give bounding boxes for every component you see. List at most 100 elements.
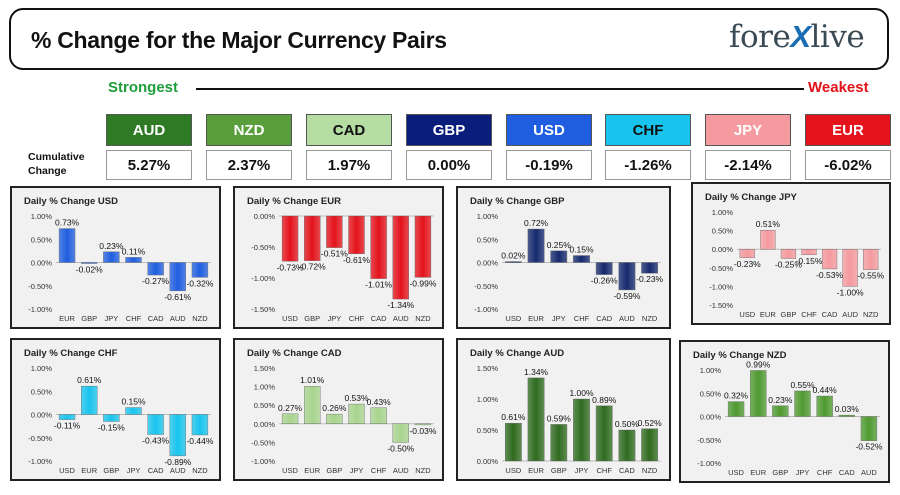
data-label: -0.02% — [76, 264, 103, 274]
bar-gbp — [780, 248, 797, 259]
y-tick-label: 0.00% — [31, 259, 53, 268]
y-tick-label: -1.00% — [709, 282, 733, 291]
bar-chf — [348, 215, 365, 255]
bar-jpy — [326, 215, 343, 248]
x-tick-label: CHF — [817, 468, 833, 477]
y-tick-label: 0.50% — [477, 426, 499, 435]
currency-box-eur: EUR — [805, 114, 891, 146]
y-tick-label: -1.00% — [28, 305, 52, 314]
y-tick-label: 0.00% — [254, 420, 276, 429]
y-tick-label: -1.00% — [697, 459, 721, 468]
data-label: 1.34% — [524, 367, 549, 377]
bar-jpy — [794, 390, 811, 417]
data-label: -1.01% — [365, 280, 392, 290]
x-tick-label: CHF — [597, 466, 613, 475]
x-tick-label: GBP — [81, 314, 97, 323]
x-tick-label: EUR — [528, 314, 544, 323]
y-tick-label: 0.50% — [254, 401, 276, 410]
x-tick-label: JPY — [575, 466, 589, 475]
data-label: -0.11% — [54, 421, 81, 431]
x-tick-label: JPY — [104, 314, 118, 323]
chart-svg: Daily % Change EUR 0.00% -0.50% -1.00% -1.50… — [247, 196, 437, 323]
chart-panel-jpy: Daily % Change JPY 1.00% 0.50% 0.00% -0.50% -… — [691, 182, 891, 325]
chart-title: Daily % Change USD — [24, 196, 118, 207]
y-tick-label: 0.50% — [31, 387, 53, 396]
chart-panel-chf: Daily % Change CHF 1.00% 0.50% 0.00% -0.50% -… — [10, 338, 221, 481]
y-tick-label: 1.00% — [31, 364, 53, 373]
y-tick-label: -1.50% — [709, 301, 733, 310]
bar-usd — [58, 414, 76, 420]
x-tick-label: AUD — [393, 466, 409, 475]
x-tick-label: CHF — [126, 314, 142, 323]
data-label: 0.59% — [547, 413, 572, 423]
bar-jpy — [348, 403, 365, 424]
bar-gbp — [304, 215, 321, 261]
bar-usd — [727, 401, 745, 417]
bar-chf — [595, 405, 613, 462]
data-label: 0.50% — [615, 419, 640, 429]
y-tick-label: -0.50% — [709, 264, 733, 273]
currency-box-gbp: GBP — [406, 114, 492, 146]
bar-nzd — [414, 215, 432, 278]
title-box: % Change for the Major Currency Pairs fo… — [9, 8, 889, 70]
bar-jpy — [573, 398, 590, 462]
data-label: -0.32% — [186, 278, 213, 288]
bar-jpy — [550, 250, 568, 263]
x-tick-label: GBP — [551, 466, 567, 475]
bar-cad — [147, 414, 164, 435]
x-tick-label: EUR — [750, 468, 766, 477]
data-label: 0.23% — [768, 395, 793, 405]
data-label: -0.43% — [142, 435, 169, 445]
x-tick-label: CHF — [801, 310, 817, 319]
y-tick-label: 1.00% — [712, 208, 734, 217]
chart-svg: Daily % Change NZD 1.00% 0.50% 0.00% -0.50% -… — [693, 350, 883, 477]
bar-usd — [504, 422, 522, 462]
data-label: -1.34% — [387, 300, 414, 310]
cumulative-value-cad: 1.97% — [306, 150, 392, 180]
data-label: 0.27% — [278, 403, 303, 413]
y-tick-label: 0.00% — [477, 259, 499, 268]
x-tick-label: GBP — [781, 310, 797, 319]
y-tick-label: -1.00% — [251, 457, 275, 466]
data-label: -0.50% — [387, 443, 414, 453]
bar-eur — [81, 385, 98, 415]
x-tick-label: AUD — [842, 310, 858, 319]
bar-gbp — [81, 262, 98, 264]
weakest-label: Weakest — [808, 79, 869, 96]
bar-cad — [595, 262, 613, 275]
x-tick-label: JPY — [796, 468, 810, 477]
x-tick-label: USD — [59, 466, 75, 475]
currency-box-usd: USD — [506, 114, 592, 146]
y-tick-label: 1.00% — [254, 383, 276, 392]
bar-nzd — [641, 262, 659, 274]
bar-eur — [760, 230, 776, 250]
y-tick-label: -1.00% — [474, 305, 498, 314]
data-label: 0.52% — [638, 418, 663, 428]
cumulative-value-jpy: -2.14% — [705, 150, 791, 180]
x-tick-label: CAD — [822, 310, 838, 319]
y-tick-label: 0.00% — [712, 245, 734, 254]
x-tick-label: EUR — [81, 466, 97, 475]
data-label: 0.53% — [344, 393, 369, 403]
x-tick-label: AUD — [619, 314, 635, 323]
data-label: -0.53% — [816, 270, 843, 280]
data-label: 0.72% — [524, 218, 549, 228]
bar-usd — [504, 261, 522, 263]
x-tick-label: NZD — [642, 314, 658, 323]
bar-eur — [527, 377, 545, 462]
logo-text-left: fore — [729, 19, 791, 55]
x-tick-label: JPY — [552, 314, 566, 323]
bar-gbp — [772, 405, 789, 417]
y-tick-label: -1.00% — [28, 457, 52, 466]
bar-gbp — [326, 413, 343, 424]
x-tick-label: AUD — [170, 314, 186, 323]
x-tick-label: AUD — [393, 314, 409, 323]
y-tick-label: 0.00% — [254, 212, 276, 221]
bar-usd — [281, 215, 299, 262]
x-tick-label: NZD — [415, 314, 431, 323]
y-tick-label: -1.50% — [251, 305, 275, 314]
currency-box-nzd: NZD — [206, 114, 292, 146]
bar-cad — [618, 429, 636, 462]
chart-svg: Daily % Change JPY1.00%0.50%0.00%-0.50%-… — [705, 192, 885, 319]
bar-cad — [821, 248, 838, 270]
